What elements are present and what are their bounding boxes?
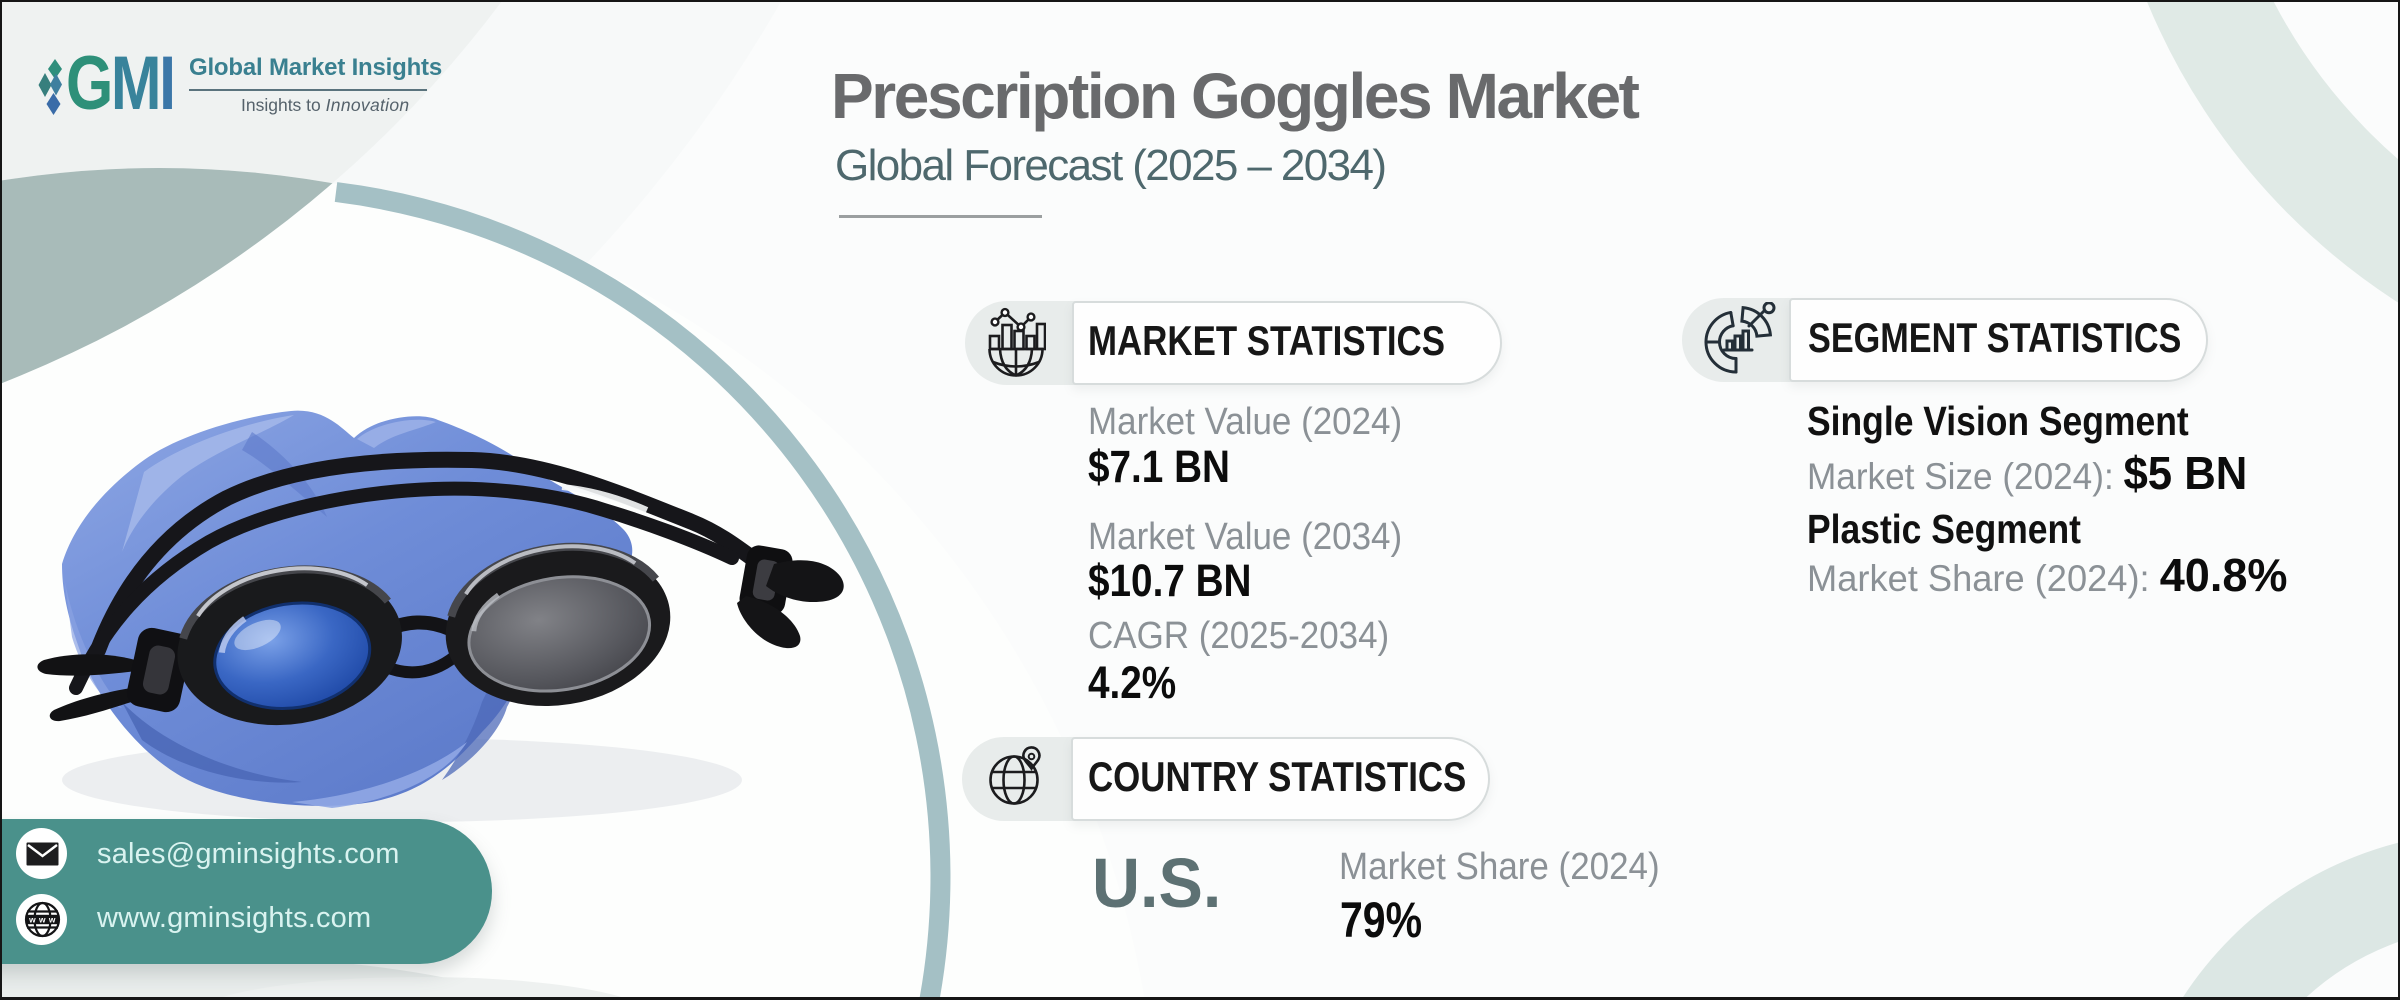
svg-text:w w w: w w w [28, 915, 56, 925]
